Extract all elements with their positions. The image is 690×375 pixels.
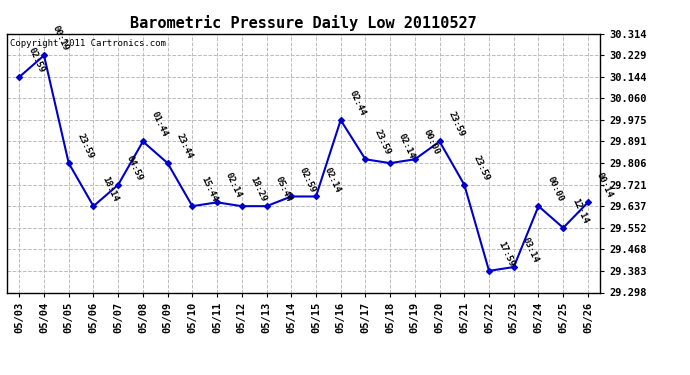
Text: 23:59: 23:59 bbox=[76, 132, 95, 160]
Text: 23:59: 23:59 bbox=[446, 111, 466, 139]
Text: 12:14: 12:14 bbox=[570, 197, 590, 225]
Text: 00:14: 00:14 bbox=[595, 171, 614, 200]
Text: 23:59: 23:59 bbox=[373, 128, 392, 156]
Title: Barometric Pressure Daily Low 20110527: Barometric Pressure Daily Low 20110527 bbox=[130, 15, 477, 31]
Text: 02:59: 02:59 bbox=[298, 165, 317, 194]
Text: Copyright 2011 Cartronics.com: Copyright 2011 Cartronics.com bbox=[10, 39, 166, 48]
Text: 03:14: 03:14 bbox=[521, 236, 540, 264]
Text: 23:59: 23:59 bbox=[471, 154, 491, 182]
Text: 23:44: 23:44 bbox=[175, 132, 194, 160]
Text: 02:44: 02:44 bbox=[348, 89, 367, 117]
Text: 02:14: 02:14 bbox=[323, 165, 342, 194]
Text: 00:19: 00:19 bbox=[51, 24, 70, 52]
Text: 00:00: 00:00 bbox=[422, 128, 442, 156]
Text: 02:14: 02:14 bbox=[224, 171, 244, 200]
Text: 18:14: 18:14 bbox=[100, 175, 120, 203]
Text: 05:44: 05:44 bbox=[273, 175, 293, 203]
Text: 15:44: 15:44 bbox=[199, 175, 219, 203]
Text: 00:00: 00:00 bbox=[545, 175, 565, 203]
Text: 02:59: 02:59 bbox=[26, 46, 46, 74]
Text: 18:29: 18:29 bbox=[248, 175, 268, 203]
Text: 17:59: 17:59 bbox=[496, 240, 515, 268]
Text: 01:44: 01:44 bbox=[150, 111, 169, 139]
Text: 04:59: 04:59 bbox=[125, 154, 145, 182]
Text: 02:14: 02:14 bbox=[397, 132, 417, 160]
